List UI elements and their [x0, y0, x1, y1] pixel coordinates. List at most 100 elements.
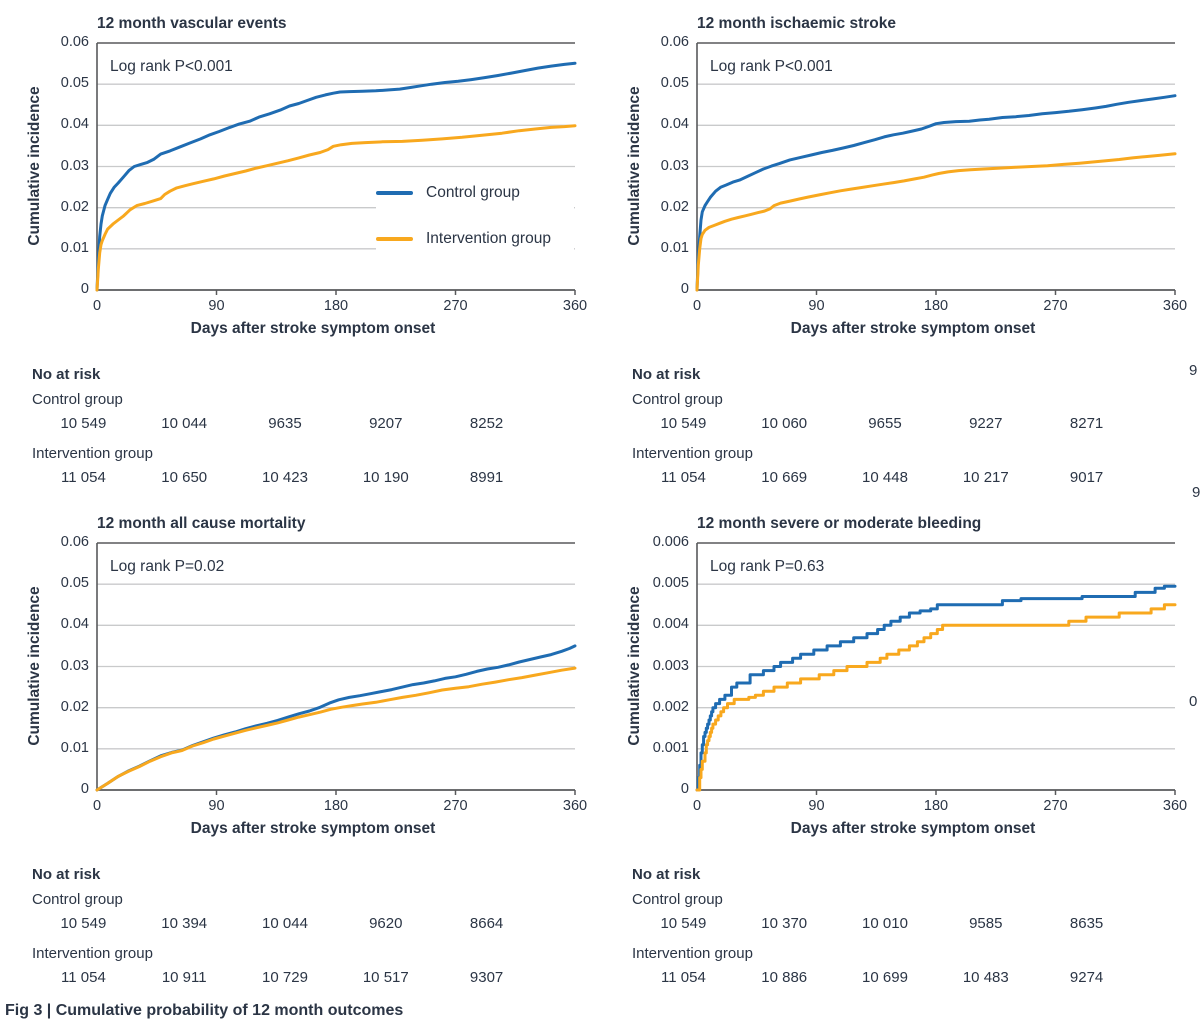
risk-values-row: 11 054 10 911 10 729 10 517 9307 — [33, 969, 537, 986]
y-tick-label: 0.05 — [60, 75, 89, 92]
y-tick-label: 0 — [680, 781, 689, 797]
x-tick-label: 0 — [692, 298, 702, 314]
intervention-curve — [95, 124, 577, 292]
risk-row-label-control: Control group — [32, 891, 123, 908]
risk-value: 11 054 — [61, 469, 106, 486]
control-line-swatch — [376, 191, 413, 195]
y-tick-label: 0.001 — [652, 739, 689, 756]
risk-value: 9307 — [469, 969, 504, 986]
log-rank-annotation: Log rank P<0.001 — [710, 58, 833, 75]
risk-value: 10 699 — [862, 969, 908, 986]
edge-fragment: 0 — [1189, 693, 1198, 710]
x-tick-label: 90 — [808, 798, 825, 814]
y-tick-label: 0.05 — [660, 75, 689, 92]
risk-value: 9207 — [369, 415, 403, 432]
x-tick-label: 360 — [1162, 798, 1188, 814]
risk-value: 10 549 — [60, 915, 107, 932]
risk-row-label-intervention: Intervention group — [32, 945, 153, 962]
risk-values-row: 11 054 10 650 10 423 10 190 8991 — [33, 469, 537, 486]
risk-values-row: 11 054 10 886 10 699 10 483 9274 — [633, 969, 1137, 986]
y-tick-label: 0.03 — [60, 157, 89, 174]
y-tick-label: 0.01 — [660, 239, 689, 256]
x-tick-label: 0 — [92, 798, 102, 814]
risk-values-row: 11 054 10 669 10 448 10 217 9017 — [633, 469, 1137, 486]
risk-value: 10 370 — [761, 915, 808, 932]
risk-value: 10 886 — [761, 969, 808, 986]
risk-value: 10 650 — [161, 469, 208, 486]
risk-value: 10 190 — [362, 469, 409, 486]
plot-all-cause-mortality — [95, 542, 577, 795]
risk-value: 10 911 — [161, 969, 207, 986]
risk-value: 11 054 — [61, 969, 106, 986]
x-axis-title: Days after stroke symptom onset — [190, 320, 436, 337]
x-tick-label: 0 — [692, 798, 702, 814]
y-tick-label: 0.02 — [60, 698, 89, 715]
x-tick-label: 360 — [562, 298, 588, 314]
y-tick-label: 0.02 — [660, 198, 689, 215]
legend-label-control: Control group — [426, 184, 520, 201]
risk-value: 10 729 — [262, 969, 308, 986]
legend-label-intervention: Intervention group — [426, 230, 551, 247]
risk-value: 10 044 — [161, 415, 208, 432]
plot-vascular-events — [95, 42, 577, 295]
risk-values-row: 10 549 10 060 9655 9227 8271 — [633, 415, 1137, 432]
risk-value: 9585 — [969, 915, 1003, 932]
legend-item-intervention: Intervention group — [376, 222, 574, 256]
risk-value: 10 010 — [862, 915, 908, 932]
x-tick-label: 360 — [562, 798, 588, 814]
risk-value: 10 549 — [660, 915, 707, 932]
risk-row-label-control: Control group — [632, 891, 723, 908]
control-curve — [695, 94, 1177, 292]
risk-table-header: No at risk — [32, 866, 101, 883]
x-tick-label: 270 — [1043, 798, 1068, 814]
x-axis-title: Days after stroke symptom onset — [190, 820, 436, 837]
x-tick-label: 270 — [443, 298, 468, 314]
risk-value: 8991 — [469, 469, 504, 486]
x-tick-label: 180 — [323, 298, 349, 314]
y-tick-label: 0.004 — [652, 616, 689, 633]
y-tick-label: 0.04 — [660, 116, 689, 133]
x-tick-label: 180 — [923, 798, 949, 814]
risk-value: 10 044 — [262, 915, 308, 932]
intervention-curve — [695, 603, 1177, 792]
chart-title: 12 month vascular events — [97, 15, 287, 32]
x-tick-label: 90 — [208, 798, 225, 814]
edge-fragment: 9 — [1189, 362, 1198, 379]
log-rank-annotation: Log rank P<0.001 — [110, 58, 233, 75]
risk-value: 10 217 — [962, 469, 1009, 486]
x-tick-label: 0 — [92, 298, 102, 314]
y-tick-label: 0 — [80, 281, 89, 297]
y-tick-label: 0.04 — [60, 616, 89, 633]
chart-title: 12 month severe or moderate bleeding — [697, 515, 982, 532]
risk-value: 10 549 — [60, 415, 107, 432]
y-tick-label: 0.04 — [60, 116, 89, 133]
risk-value: 9655 — [868, 415, 902, 432]
control-curve — [95, 61, 577, 292]
x-tick-label: 180 — [923, 298, 949, 314]
risk-value: 10 448 — [862, 469, 908, 486]
x-tick-label: 270 — [1043, 298, 1068, 314]
risk-value: 9274 — [1069, 969, 1104, 986]
y-tick-label: 0.06 — [60, 34, 89, 50]
y-tick-label: 0.006 — [652, 534, 689, 550]
risk-table-header: No at risk — [632, 866, 701, 883]
y-tick-label: 0.002 — [652, 698, 689, 715]
risk-value: 8635 — [1069, 915, 1104, 932]
chart-title: 12 month all cause mortality — [97, 515, 306, 532]
risk-values-row: 10 549 10 044 9635 9207 8252 — [33, 415, 537, 432]
x-axis-title: Days after stroke symptom onset — [790, 320, 1036, 337]
x-tick-label: 180 — [323, 798, 349, 814]
risk-value: 11 054 — [661, 469, 706, 486]
x-tick-label: 270 — [443, 798, 468, 814]
risk-value: 10 394 — [161, 915, 208, 932]
risk-value: 10 517 — [362, 969, 409, 986]
control-curve — [95, 644, 577, 792]
y-tick-label: 0.003 — [652, 657, 689, 674]
intervention-line-swatch — [376, 237, 413, 241]
risk-value: 8252 — [469, 415, 504, 432]
x-axis-title: Days after stroke symptom onset — [790, 820, 1036, 837]
x-tick-label: 90 — [208, 298, 225, 314]
y-tick-label: 0 — [680, 281, 689, 297]
figure-caption: Fig 3 | Cumulative probability of 12 mon… — [5, 1002, 404, 1019]
